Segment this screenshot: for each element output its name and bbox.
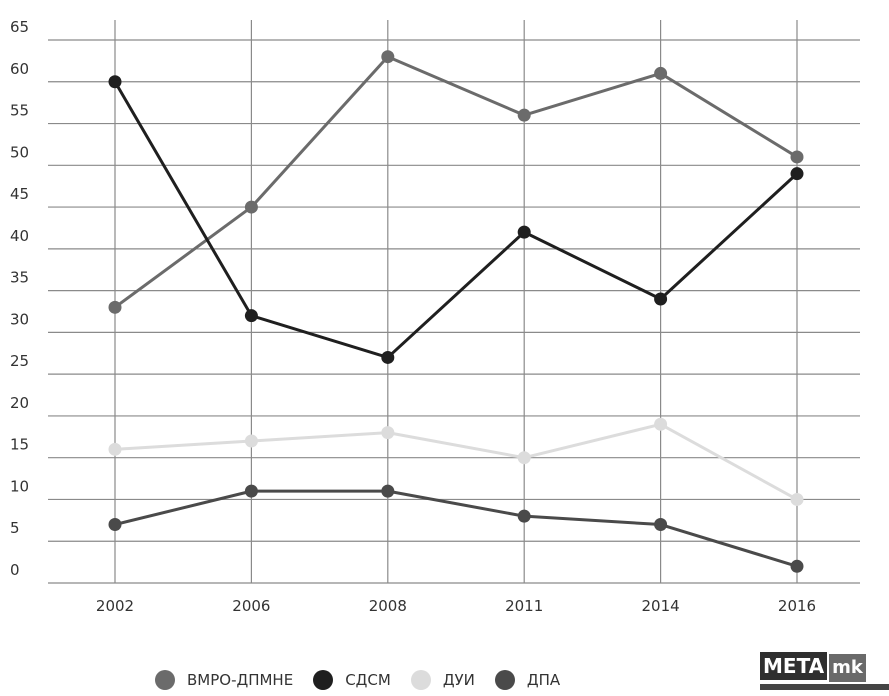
y-tick-label: 25 <box>10 352 29 370</box>
data-point <box>244 200 258 214</box>
y-tick-label: 60 <box>10 60 29 78</box>
x-axis: 2002 2006 2008 2011 2014 2016 <box>96 597 816 615</box>
series-points <box>108 50 804 573</box>
series-lines <box>113 55 799 568</box>
y-tick-label: 5 <box>10 519 20 537</box>
series-line-1 <box>113 81 799 359</box>
legend-item-sdsm: СДСМ <box>313 670 391 690</box>
legend-label-vmro: ВМРО-ДПМНЕ <box>187 671 294 689</box>
data-point <box>654 417 668 431</box>
series-line-2 <box>114 422 798 501</box>
y-tick-label: 45 <box>10 185 29 203</box>
data-point <box>517 108 531 122</box>
x-tick-label: 2011 <box>505 597 543 615</box>
y-tick-label: 30 <box>10 310 29 328</box>
y-tick-label: 10 <box>10 477 29 495</box>
data-point <box>517 509 531 523</box>
x-tick-label: 2002 <box>96 597 134 615</box>
grid <box>48 20 860 584</box>
data-point <box>108 518 122 532</box>
y-tick-label: 65 <box>10 18 29 36</box>
legend-label-dui: ДУИ <box>442 671 475 689</box>
data-point <box>108 300 122 314</box>
data-point <box>654 66 668 80</box>
data-point <box>108 442 122 456</box>
y-axis: 0 5 10 15 20 25 30 35 40 45 50 55 60 65 <box>10 18 29 579</box>
y-tick-label: 0 <box>10 561 20 579</box>
series-line-3 <box>114 489 798 568</box>
y-tick-label: 15 <box>10 436 29 454</box>
legend-item-dui: ДУИ <box>410 670 475 690</box>
data-point <box>381 484 395 498</box>
legend-swatch-sdsm <box>313 670 334 690</box>
data-point <box>654 292 668 306</box>
x-tick-label: 2014 <box>642 597 680 615</box>
legend-item-dpa: ДПА <box>494 670 561 690</box>
data-point <box>517 225 531 239</box>
y-tick-label: 55 <box>10 102 29 120</box>
data-point <box>381 50 395 64</box>
data-point <box>244 484 258 498</box>
series-line-0 <box>114 55 798 309</box>
data-point <box>790 167 804 181</box>
logo-text-mk: mk <box>829 654 866 682</box>
x-tick-label: 2016 <box>778 597 816 615</box>
data-point <box>244 434 258 448</box>
x-tick-label: 2006 <box>232 597 270 615</box>
legend-item-vmro: ВМРО-ДПМНЕ <box>155 670 293 690</box>
y-tick-label: 35 <box>10 269 29 287</box>
legend: ВМРО-ДПМНЕ СДСМ ДУИ ДПА <box>155 670 580 690</box>
data-point <box>244 309 258 323</box>
data-point <box>381 426 395 440</box>
data-point <box>790 492 804 506</box>
x-tick-label: 2008 <box>369 597 407 615</box>
y-tick-label: 50 <box>10 143 29 161</box>
legend-swatch-vmro <box>155 670 175 690</box>
logo-text-meta: META <box>760 652 828 680</box>
data-point <box>108 75 122 89</box>
y-tick-label: 40 <box>10 227 29 245</box>
data-point <box>517 451 531 465</box>
data-point <box>381 350 395 364</box>
meta-mk-logo: META mk <box>760 652 889 696</box>
legend-swatch-dui <box>410 670 431 690</box>
logo-bar <box>760 684 889 690</box>
data-point <box>654 518 668 532</box>
data-point <box>790 150 804 164</box>
legend-swatch-dpa <box>494 670 515 690</box>
legend-label-sdsm: СДСМ <box>345 671 391 689</box>
legend-label-dpa: ДПА <box>526 671 561 689</box>
data-point <box>790 559 804 573</box>
y-tick-label: 20 <box>10 394 29 412</box>
